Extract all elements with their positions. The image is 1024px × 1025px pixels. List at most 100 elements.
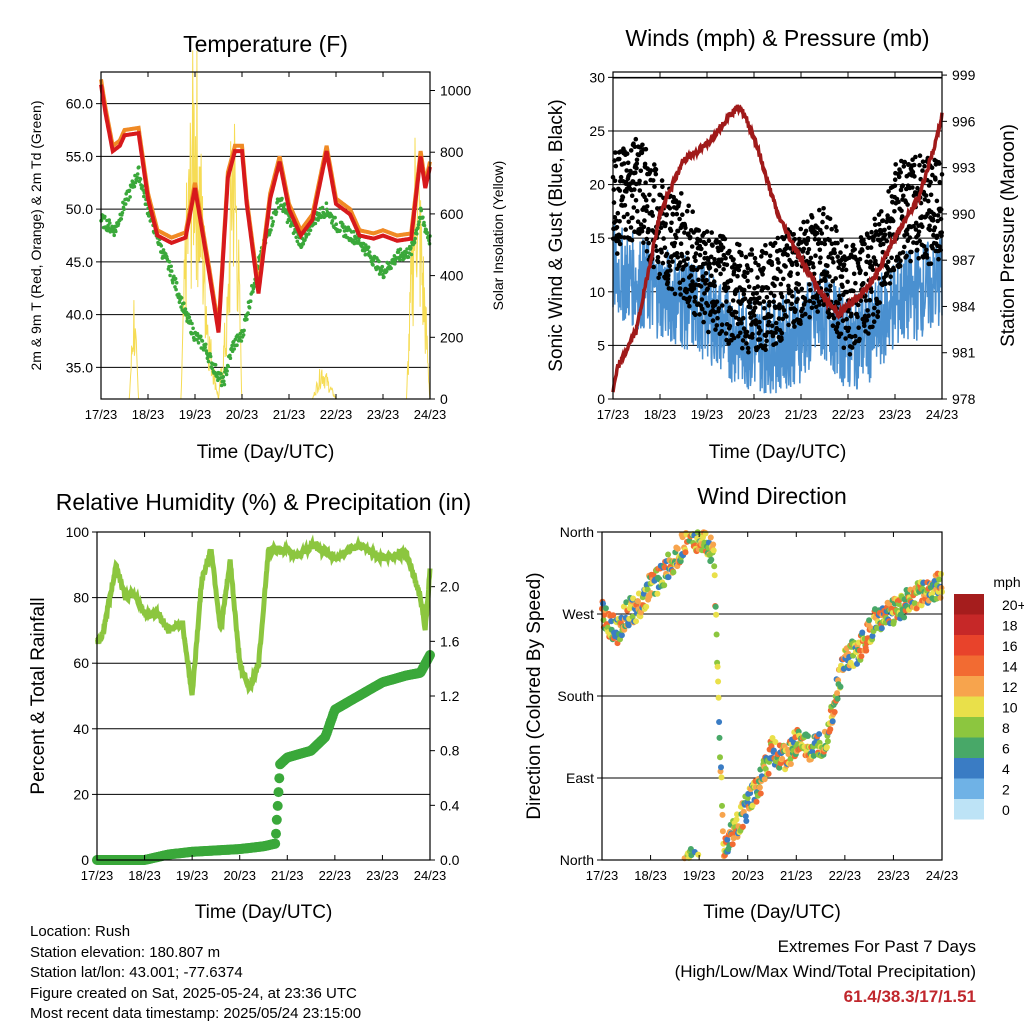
gust-point: [924, 247, 929, 253]
gust-point: [886, 189, 891, 194]
gust-point: [864, 317, 870, 323]
gust-point: [836, 265, 841, 271]
direction-point: [661, 582, 668, 589]
winds-title: Winds (mph) & Pressure (mb): [625, 25, 929, 51]
dewpoint-point: [367, 250, 372, 254]
gust-point: [771, 293, 777, 299]
gust-point: [665, 280, 670, 285]
dewpoint-point: [210, 366, 215, 371]
gust-point: [746, 284, 752, 290]
winds-xtick-label: 22/23: [832, 407, 865, 422]
gust-point: [913, 154, 918, 160]
temperature-y2tick-label: 1000: [440, 83, 471, 99]
gust-point: [661, 236, 666, 241]
gust-point: [800, 306, 805, 312]
dewpoint-point: [424, 227, 429, 232]
winds-ytick-label: 15: [589, 230, 605, 246]
gust-point: [936, 256, 941, 262]
dewpoint-point: [382, 275, 386, 279]
humidity-ytick-label: 20: [73, 786, 89, 802]
humidity-title: Relative Humidity (%) & Precipitation (i…: [56, 489, 471, 515]
temperature-xtick-label: 23/23: [367, 407, 400, 422]
direction-point: [804, 733, 811, 739]
gust-point: [748, 315, 753, 320]
gust-point: [665, 276, 671, 282]
colorbar-swatch: [954, 594, 984, 615]
gust-point: [749, 252, 755, 257]
gust-point: [712, 283, 717, 289]
dewpoint-point: [173, 276, 178, 281]
gust-point: [857, 336, 862, 342]
gust-point: [900, 214, 905, 219]
dewpoint-point: [114, 229, 118, 234]
extremes-subtitle: (High/Low/Max Wind/Total Precipitation): [674, 962, 976, 981]
pressure-line: [611, 104, 944, 393]
gust-point: [870, 312, 876, 317]
gust-point: [633, 198, 639, 203]
humidity-y2tick-label: 0.0: [440, 852, 460, 868]
gust-point: [632, 187, 637, 192]
gust-point: [680, 212, 685, 217]
winds-xtick-label: 20/23: [738, 407, 771, 422]
dewpoint-point: [341, 222, 345, 227]
temperature-ytick-label: 60.0: [66, 96, 93, 112]
gust-point: [832, 250, 837, 256]
gust-point: [706, 238, 712, 243]
gust-point: [833, 224, 838, 229]
gust-point: [889, 255, 894, 261]
gust-point: [634, 165, 639, 171]
gust-point: [674, 235, 679, 240]
gust-point: [720, 303, 725, 308]
humidity-ytick-label: 80: [73, 590, 89, 606]
dewpoint-point: [416, 226, 420, 230]
gust-point: [817, 207, 822, 213]
direction-point: [719, 811, 726, 818]
gust-point: [929, 165, 935, 170]
dewpoint-point: [142, 194, 146, 199]
gust-point: [741, 326, 747, 331]
gust-point: [814, 230, 820, 236]
dewpoint-point: [225, 369, 229, 373]
humidity-xtick-label: 22/23: [319, 868, 352, 883]
winds-ytick-label: 0: [597, 391, 605, 407]
direction-ytick-label: South: [557, 688, 594, 704]
gust-point: [773, 330, 778, 335]
gust-point: [635, 208, 640, 214]
winds-y2tick-label: 990: [952, 206, 976, 222]
direction-point: [787, 756, 794, 762]
gust-point: [635, 219, 641, 224]
gust-point: [639, 228, 645, 234]
direction-point: [823, 744, 830, 751]
winds-y2tick-label: 978: [952, 391, 976, 407]
direction-point: [716, 734, 723, 741]
gust-point: [721, 267, 726, 272]
dewpoint-point: [396, 250, 401, 254]
gust-point: [668, 228, 674, 233]
dewpoint-point: [384, 269, 389, 274]
gust-point: [807, 314, 812, 320]
gust-point: [837, 296, 843, 302]
gust-point: [849, 334, 854, 340]
dewpoint-point: [246, 311, 250, 315]
direction-point: [682, 549, 689, 556]
gust-point: [750, 291, 756, 297]
direction-ytick-label: North: [560, 852, 594, 868]
gust-point: [773, 320, 779, 326]
gust-point: [704, 229, 710, 234]
dewpoint-point: [232, 347, 236, 351]
dewpoint-point: [169, 269, 174, 273]
winds-y2tick-label: 981: [952, 345, 976, 361]
gust-point: [631, 205, 637, 210]
gust-point: [694, 240, 700, 246]
gust-point: [812, 236, 818, 242]
direction-point: [724, 836, 731, 843]
direction-point: [816, 731, 823, 738]
gust-point: [643, 180, 648, 185]
gust-point: [744, 341, 749, 346]
gust-point: [697, 252, 703, 258]
direction-point: [717, 754, 723, 761]
direction-point: [827, 726, 834, 733]
gust-point: [809, 305, 815, 311]
gust-point: [851, 271, 857, 277]
gust-point: [907, 235, 913, 240]
